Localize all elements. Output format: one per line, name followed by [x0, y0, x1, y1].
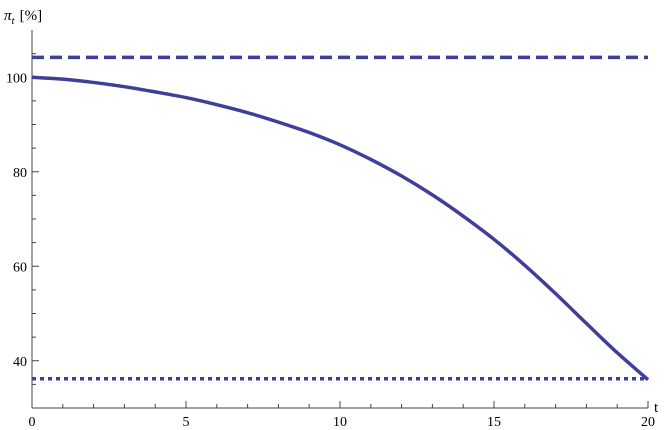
x-tick-label: 15: [487, 415, 501, 430]
x-axis-title: t: [654, 400, 659, 416]
x-tick-label: 0: [29, 415, 36, 430]
ticks: [31, 53, 649, 408]
y-tick-label: 40: [13, 355, 27, 370]
y-axis-title: πt [%]: [4, 8, 42, 27]
y-axis-unit: [%]: [20, 8, 43, 24]
y-tick-label: 80: [13, 166, 27, 181]
tick-labels: 0 5 10 15 20 40 60 80 100: [6, 71, 655, 430]
y-tick-label: 60: [13, 260, 27, 275]
x-tick-label: 20: [641, 415, 655, 430]
y-axis-symbol: π: [4, 8, 12, 24]
x-tick-label: 10: [333, 415, 347, 430]
series-line-solid: [31, 75, 650, 381]
y-tick-label: 100: [6, 71, 27, 86]
series-group: [31, 55, 650, 381]
y-axis-subscript: t: [12, 15, 16, 27]
x-tick-label: 5: [183, 415, 190, 430]
